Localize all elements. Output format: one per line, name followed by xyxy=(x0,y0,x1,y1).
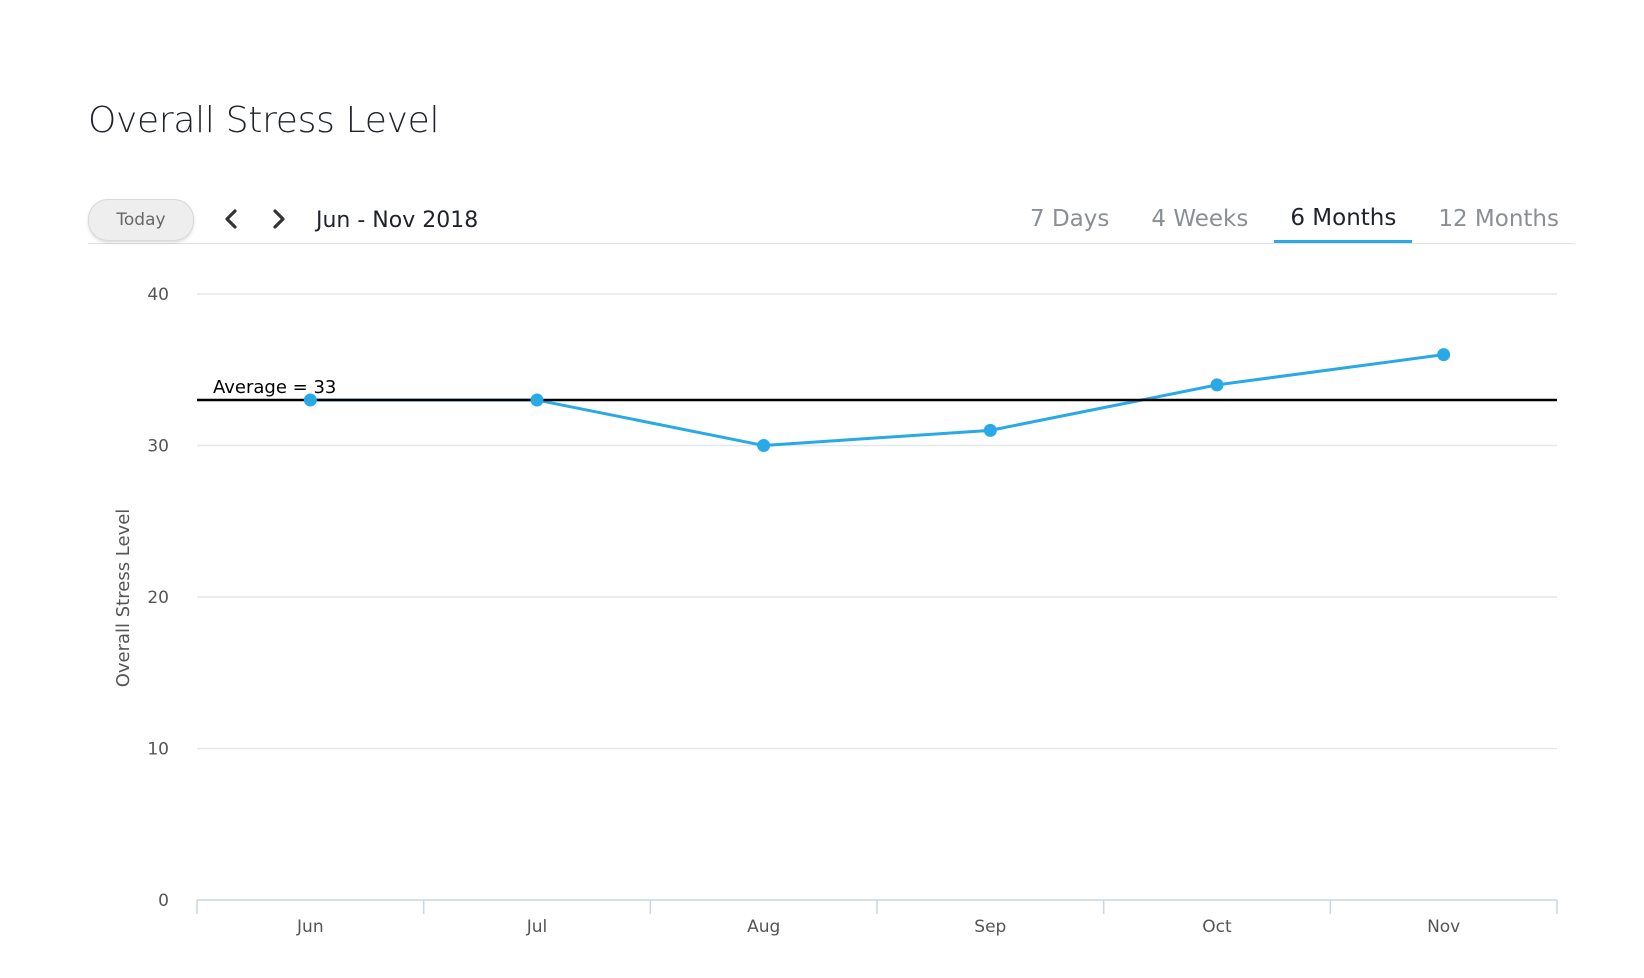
data-point-nov[interactable] xyxy=(1437,348,1451,362)
x-tick-label: Oct xyxy=(1202,917,1232,937)
range-tab-7-days[interactable]: 7 Days xyxy=(1014,193,1125,243)
y-tick-label: 10 xyxy=(147,740,169,760)
data-point-jul[interactable] xyxy=(530,393,544,407)
chevron-right-icon xyxy=(273,209,285,229)
previous-period-button[interactable] xyxy=(217,203,247,235)
data-point-jun[interactable] xyxy=(303,393,317,407)
next-period-button[interactable] xyxy=(263,203,293,235)
gridlines xyxy=(197,293,1557,750)
y-axis-title: Overall Stress Level xyxy=(113,509,134,688)
today-button[interactable]: Today xyxy=(88,199,194,241)
series-points xyxy=(303,348,1451,452)
data-point-aug[interactable] xyxy=(757,439,771,452)
x-tick-label: Sep xyxy=(974,917,1006,937)
y-tick-label: 40 xyxy=(147,285,169,305)
x-axis: Jun Jul Aug Sep Oct Nov xyxy=(196,899,1558,937)
average-reference: Average = 33 xyxy=(197,377,1557,402)
data-point-oct[interactable] xyxy=(1210,378,1224,392)
x-tick-label: Nov xyxy=(1427,917,1460,937)
data-point-sep[interactable] xyxy=(983,423,997,437)
y-tick-label: 20 xyxy=(147,588,169,608)
y-tick-label: 0 xyxy=(158,891,169,911)
range-tabs: 7 Days 4 Weeks 6 Months 12 Months xyxy=(1004,193,1575,243)
y-tick-label: 30 xyxy=(147,437,169,457)
range-tab-4-weeks[interactable]: 4 Weeks xyxy=(1135,193,1264,243)
chevron-left-icon xyxy=(225,209,237,229)
date-range-label: Jun - Nov 2018 xyxy=(316,208,479,233)
range-tab-6-months[interactable]: 6 Months xyxy=(1274,193,1413,243)
x-tick-label: Jul xyxy=(526,917,548,937)
average-label: Average = 33 xyxy=(213,377,336,398)
chart-toolbar: Today Jun - Nov 2018 7 Days 4 Weeks 6 Mont… xyxy=(88,193,1575,244)
stress-line-chart: 0 10 20 30 40 Overall Stress Level Jun Jul Aug… xyxy=(113,285,1558,937)
x-tick-label: Jun xyxy=(296,917,324,937)
range-tab-12-months[interactable]: 12 Months xyxy=(1422,193,1575,243)
page-title: Overall Stress Level xyxy=(88,100,440,141)
y-axis-ticks: 0 10 20 30 40 xyxy=(147,285,169,911)
x-tick-label: Aug xyxy=(747,917,780,937)
